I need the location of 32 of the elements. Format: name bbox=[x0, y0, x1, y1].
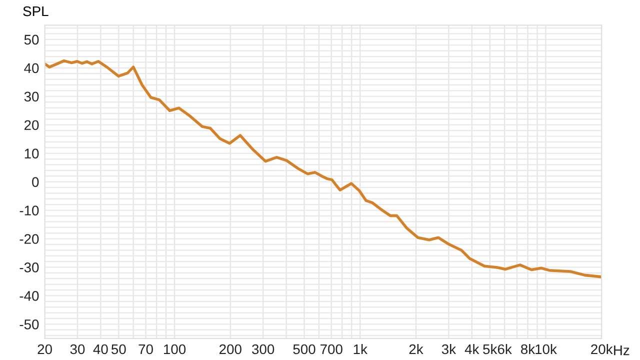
y-tick-label: 40 bbox=[24, 63, 39, 74]
x-tick-label: 200 bbox=[220, 344, 242, 354]
y-tick-label: 30 bbox=[24, 92, 39, 102]
x-tick-label: 300 bbox=[252, 344, 274, 354]
x-tick-label: 30 bbox=[70, 344, 85, 354]
y-tick-label: -40 bbox=[20, 291, 39, 301]
y-tick-label: -50 bbox=[20, 320, 39, 330]
x-tick-label: 8k bbox=[521, 344, 536, 354]
x-tick-label: 700 bbox=[320, 344, 342, 354]
x-tick-label: 50 bbox=[111, 344, 126, 354]
y-tick-label: 50 bbox=[24, 34, 39, 45]
x-tick-label: 70 bbox=[138, 344, 153, 354]
x-tick-label: 1k bbox=[354, 344, 368, 354]
x-tick-label: 5k bbox=[483, 344, 498, 354]
y-tick-label: -10 bbox=[20, 206, 39, 216]
x-tick-label: 6k bbox=[498, 344, 512, 354]
x-tick-label: 20 bbox=[38, 344, 52, 354]
y-tick-label: -30 bbox=[20, 262, 39, 272]
x-tick-label: 20k bbox=[591, 344, 613, 354]
x-tick-label: 100 bbox=[164, 344, 186, 354]
x-axis-title: Hz bbox=[614, 346, 630, 356]
x-tick-label: 40 bbox=[93, 344, 108, 354]
y-tick-label: 0 bbox=[32, 177, 39, 187]
y-axis-title: SPL bbox=[23, 6, 48, 16]
x-tick-label: 4k bbox=[464, 344, 480, 354]
x-tick-label: 2k bbox=[409, 344, 424, 354]
y-tick-label: 20 bbox=[24, 120, 39, 130]
y-tick-label: -20 bbox=[20, 234, 39, 244]
x-tick-label: 10k bbox=[536, 344, 557, 354]
x-tick-label: 500 bbox=[293, 344, 316, 354]
y-tick-label: 10 bbox=[24, 148, 39, 158]
x-tick-label: 3k bbox=[442, 344, 456, 354]
